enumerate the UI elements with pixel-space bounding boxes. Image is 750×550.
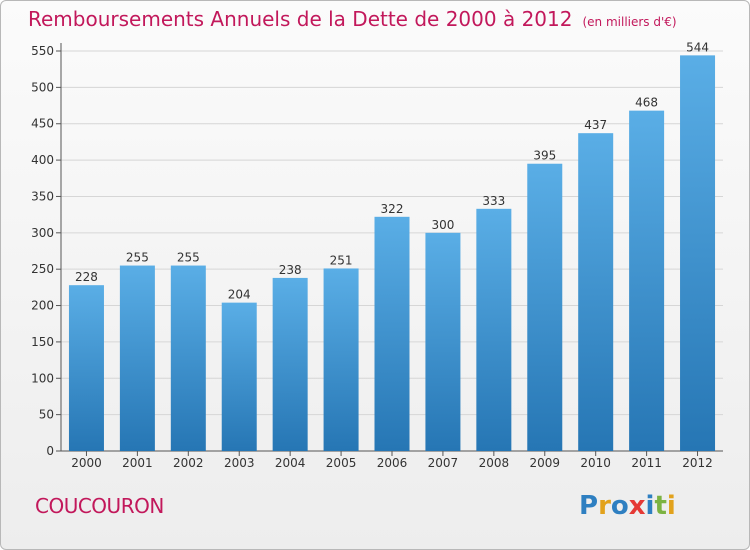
bar-2009: [527, 163, 563, 451]
data-label: 204: [228, 288, 251, 302]
x-tick-label: 2012: [682, 456, 713, 470]
data-label: 468: [635, 96, 658, 110]
bar-2003: [221, 302, 257, 451]
data-label: 255: [126, 251, 149, 265]
data-label: 251: [330, 253, 353, 267]
bar-2010: [578, 133, 614, 451]
logo-letter: i: [645, 491, 655, 521]
x-tick-label: 2009: [529, 456, 560, 470]
logo-letter: t: [654, 491, 667, 521]
x-tick-label: 2010: [580, 456, 611, 470]
y-tick-label: 550: [31, 44, 54, 58]
y-tick-label: 400: [31, 153, 54, 167]
y-tick-label: 150: [31, 335, 54, 349]
bar-2005: [323, 268, 359, 451]
x-tick-label: 2002: [173, 456, 204, 470]
x-tick-label: 2004: [275, 456, 306, 470]
y-tick-label: 50: [39, 408, 54, 422]
x-tick-label: 2007: [428, 456, 459, 470]
chart-title: Remboursements Annuels de la Dette de 20…: [28, 7, 573, 31]
data-label: 395: [533, 149, 556, 163]
x-tick-label: 2011: [631, 456, 662, 470]
data-label: 238: [279, 263, 302, 277]
y-tick-label: 300: [31, 226, 54, 240]
x-tick-label: 2003: [224, 456, 255, 470]
bar-2006: [374, 216, 410, 451]
title-row: Remboursements Annuels de la Dette de 20…: [28, 7, 677, 31]
y-tick-label: 500: [31, 80, 54, 94]
y-tick-label: 200: [31, 299, 54, 313]
logo-letter: P: [579, 491, 599, 521]
data-label: 255: [177, 251, 200, 265]
logo-letter: r: [598, 491, 611, 521]
data-label: 333: [482, 194, 505, 208]
town-name: COUCOURON: [35, 494, 164, 518]
y-tick-label: 250: [31, 262, 54, 276]
logo-letter: o: [610, 491, 629, 521]
chart-subtitle: (en milliers d'€): [582, 15, 677, 29]
y-tick-label: 0: [46, 444, 54, 458]
bar-2012: [680, 55, 716, 451]
proxiti-logo[interactable]: Proxiti: [579, 491, 676, 521]
x-tick-label: 2001: [122, 456, 153, 470]
x-tick-label: 2006: [377, 456, 408, 470]
data-label: 322: [381, 202, 404, 216]
bar-2007: [425, 232, 461, 451]
data-label: 300: [431, 218, 454, 232]
labels-layer: 0 50 100 150 200 250 300 350 400 450 500 550 228 2000…: [31, 40, 713, 470]
x-tick-label: 2005: [326, 456, 357, 470]
x-tick-label: 2008: [479, 456, 510, 470]
logo-letter: i: [666, 491, 676, 521]
bar-2004: [272, 277, 308, 451]
data-label: 228: [75, 270, 98, 284]
bars-layer: [68, 55, 716, 452]
y-tick-label: 350: [31, 189, 54, 203]
bar-2011: [629, 110, 665, 452]
y-tick-label: 450: [31, 117, 54, 131]
logo-letter: x: [628, 491, 646, 521]
bar-2008: [476, 208, 512, 451]
y-tick-label: 100: [31, 371, 54, 385]
data-label: 437: [584, 118, 607, 132]
x-tick-label: 2000: [71, 456, 102, 470]
bar-2001: [119, 265, 155, 451]
data-label: 544: [686, 40, 709, 54]
bar-2000: [68, 285, 104, 451]
bar-2002: [170, 265, 206, 451]
